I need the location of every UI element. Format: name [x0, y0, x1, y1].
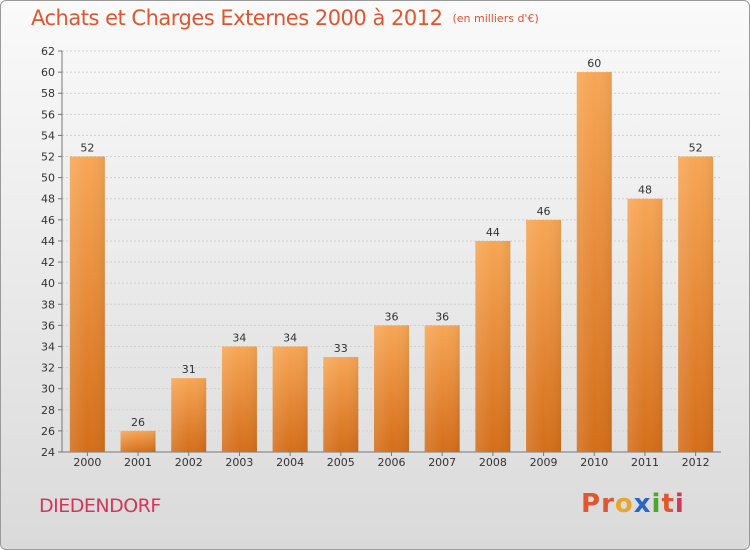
data-label: 44: [486, 226, 500, 239]
bar-shine: [272, 346, 308, 452]
data-label: 33: [334, 342, 348, 355]
y-tick-label: 42: [41, 256, 55, 269]
bar-shine: [120, 430, 156, 452]
data-label: 34: [232, 331, 246, 344]
logo-letter: i: [674, 489, 685, 519]
data-label: 36: [435, 310, 449, 323]
logo-letter: P: [581, 489, 602, 519]
data-label: 60: [587, 57, 601, 70]
x-tick-label: 2002: [175, 456, 203, 469]
y-tick-label: 56: [41, 108, 55, 121]
title-text: Achats et Charges Externes 2000 à 2012: [31, 6, 443, 30]
chart-title: Achats et Charges Externes 2000 à 2012 (e…: [31, 6, 539, 30]
bar-shine: [678, 156, 714, 453]
logo-letter: t: [661, 489, 675, 519]
bar-shine: [424, 325, 460, 452]
y-tick-label: 44: [41, 235, 55, 248]
data-label: 34: [283, 331, 297, 344]
data-label: 36: [385, 310, 399, 323]
logo-letter: r: [601, 489, 615, 519]
y-tick-label: 54: [41, 129, 55, 142]
data-label: 46: [537, 205, 551, 218]
bar-shine: [69, 156, 105, 453]
x-tick-label: 2012: [682, 456, 710, 469]
x-tick-label: 2010: [580, 456, 608, 469]
logo-letter: i: [651, 489, 662, 519]
y-tick-label: 50: [41, 172, 55, 185]
y-tick-label: 48: [41, 193, 55, 206]
data-label: 52: [80, 142, 94, 155]
y-tick-label: 60: [41, 66, 55, 79]
bar-shine: [221, 346, 257, 452]
y-tick-label: 62: [41, 45, 55, 58]
x-tick-label: 2009: [530, 456, 558, 469]
bar-shine: [171, 378, 207, 452]
commune-name: DIEDENDORF: [39, 495, 161, 517]
x-tick-label: 2011: [631, 456, 659, 469]
logo-letter: x: [633, 489, 652, 519]
y-tick-label: 38: [41, 298, 55, 311]
x-tick-label: 2000: [73, 456, 101, 469]
data-label: 31: [182, 363, 196, 376]
x-tick-label: 2007: [428, 456, 456, 469]
data-label: 52: [689, 142, 703, 155]
y-tick-label: 34: [41, 340, 55, 353]
y-tick-label: 36: [41, 319, 55, 332]
proxiti-logo: Proxiti: [581, 489, 685, 519]
x-tick-label: 2001: [124, 456, 152, 469]
y-tick-label: 40: [41, 277, 55, 290]
bar-shine: [576, 72, 612, 453]
y-tick-label: 46: [41, 214, 55, 227]
x-tick-label: 2008: [479, 456, 507, 469]
bar-shine: [374, 325, 409, 452]
y-tick-label: 30: [41, 383, 55, 396]
logo-letter: o: [614, 489, 634, 519]
x-tick-label: 2003: [225, 456, 253, 469]
bar-shine: [475, 240, 511, 452]
y-tick-label: 32: [41, 362, 55, 375]
unit-note: (en milliers d'€): [452, 12, 539, 25]
y-tick-label: 52: [41, 151, 55, 164]
y-tick-label: 24: [41, 446, 55, 459]
x-tick-label: 2005: [327, 456, 355, 469]
x-tick-label: 2004: [276, 456, 304, 469]
x-tick-label: 2006: [378, 456, 406, 469]
data-label: 48: [638, 184, 652, 197]
y-tick-label: 26: [41, 425, 55, 438]
bar-shine: [526, 219, 562, 452]
y-tick-label: 28: [41, 404, 55, 417]
bar-shine: [627, 198, 663, 452]
bar-shine: [323, 357, 359, 452]
y-tick-label: 58: [41, 87, 55, 100]
data-label: 26: [131, 416, 145, 429]
